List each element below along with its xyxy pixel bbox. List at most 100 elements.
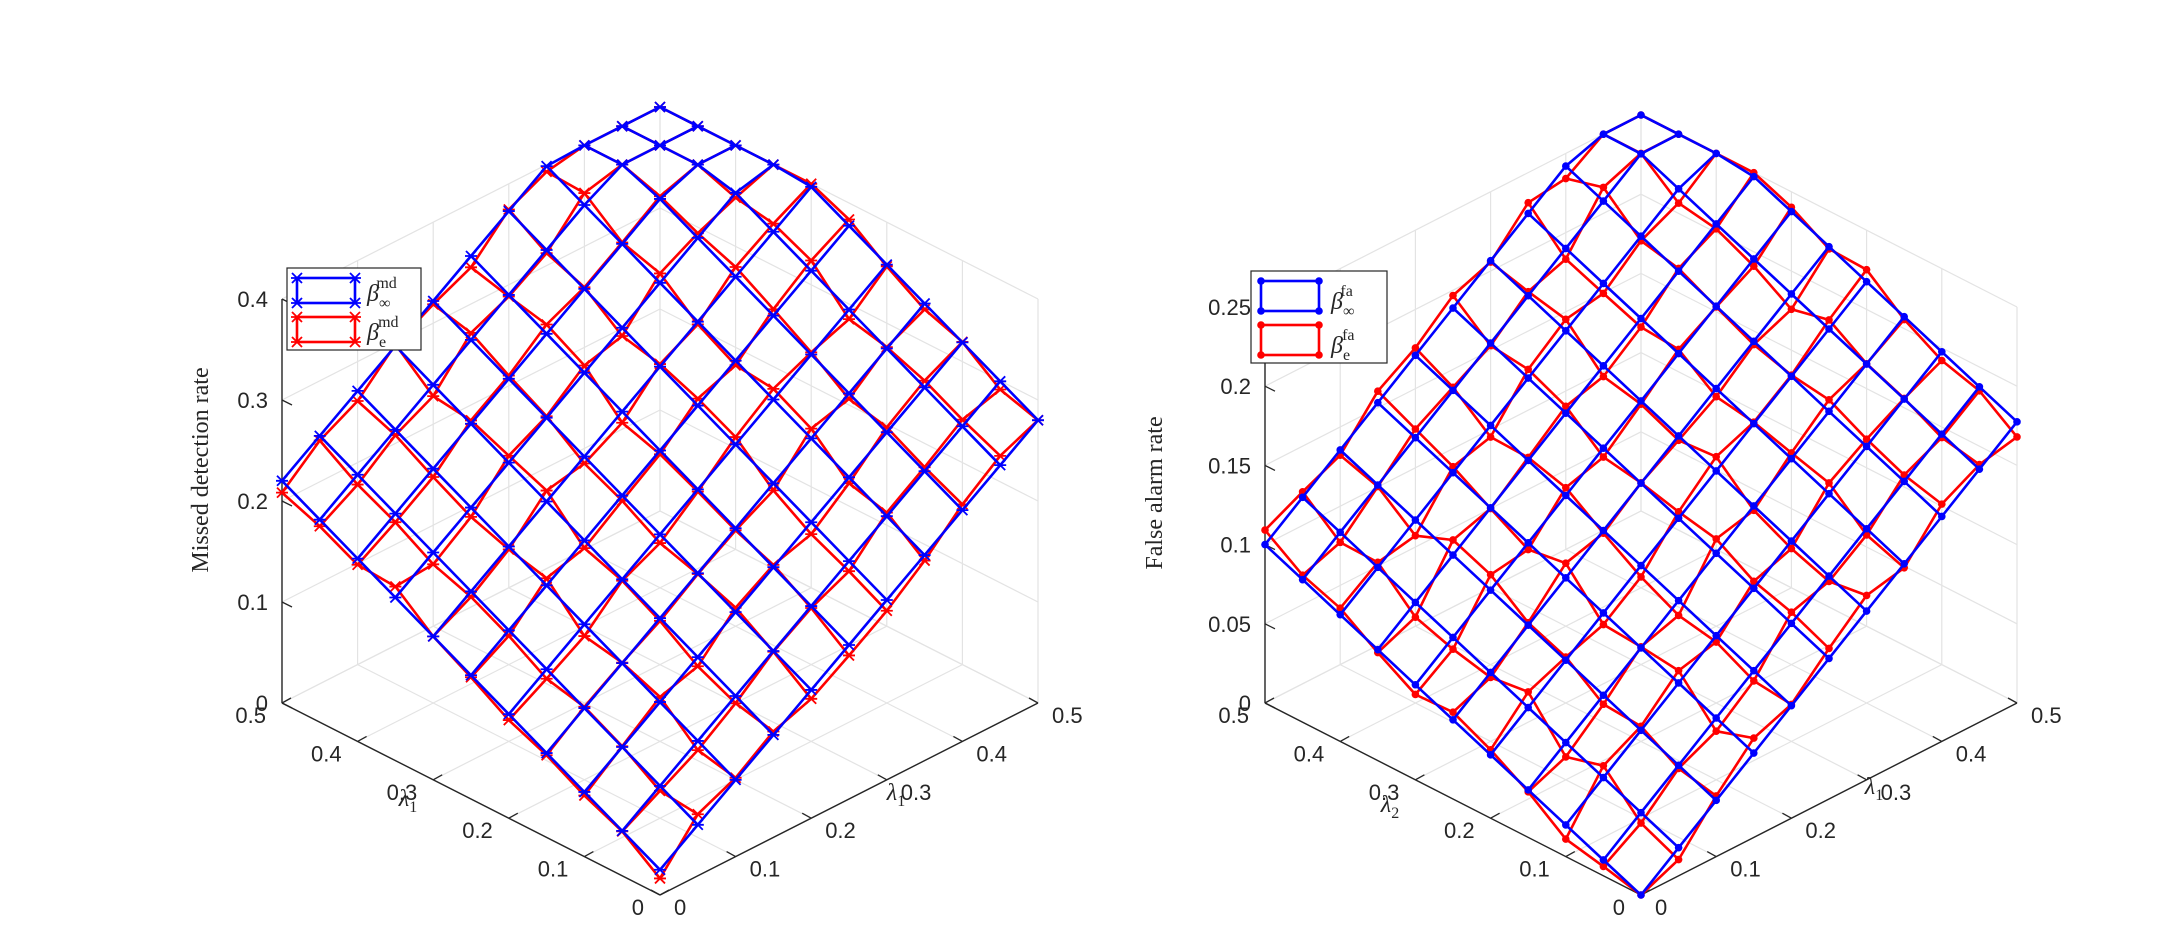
- legend-symbol: β: [1330, 289, 1343, 315]
- legend-marker: [1257, 321, 1265, 329]
- series-0-marker: [1674, 267, 1683, 275]
- series-0-marker: [1599, 526, 1608, 535]
- series-0-marker: [540, 663, 553, 675]
- series-0-marker: [1486, 586, 1495, 594]
- series-0-marker: [1975, 465, 1984, 473]
- series-0-surface: [276, 101, 1044, 876]
- grid-line-z: [281, 510, 1039, 704]
- series-0-marker: [1562, 244, 1570, 253]
- series-1-marker: [1825, 316, 1833, 324]
- series-0-marker: [729, 354, 742, 367]
- x-tick-label: 0.3: [1881, 780, 1912, 805]
- x-tick-mark: [2007, 697, 2018, 704]
- series-0-marker: [578, 534, 591, 547]
- series-0-marker: [1637, 808, 1645, 817]
- series-0-marker: [1750, 255, 1758, 263]
- legend-marker: [349, 272, 361, 284]
- series-0-marker: [1825, 654, 1833, 663]
- series-1-marker: [843, 313, 855, 325]
- series-0-marker: [654, 528, 666, 540]
- series-1-marker: [1787, 305, 1796, 314]
- grid-line-floor: [1339, 548, 1717, 742]
- series-1-marker: [1562, 174, 1570, 183]
- legend-swatch-0: [1259, 279, 1321, 313]
- series-0-marker: [1599, 444, 1608, 452]
- series-0-marker: [1411, 680, 1420, 689]
- series-1-marker: [1674, 611, 1683, 620]
- series-1-marker: [1562, 483, 1570, 492]
- y-tick-label: 0.4: [1294, 741, 1325, 766]
- grid-line-floor: [432, 625, 812, 819]
- grid-line-z: [281, 308, 1039, 502]
- series-0-marker: [1637, 561, 1645, 570]
- series-0-marker: [465, 669, 477, 681]
- series-0-marker: [1674, 679, 1683, 687]
- series-0-marker: [1712, 631, 1720, 640]
- series-0-marker: [1712, 549, 1720, 558]
- series-0-marker: [805, 432, 818, 445]
- axes-grid-1: [1264, 114, 2018, 896]
- series-1-marker: [427, 390, 440, 402]
- series-1-marker: [805, 254, 818, 267]
- x-tick-mark: [1782, 812, 1792, 819]
- series-0-marker: [880, 258, 893, 271]
- series-0-marker: [1562, 409, 1570, 417]
- series-1-marker: [1411, 690, 1420, 699]
- series-0-marker: [1336, 528, 1344, 537]
- x-tick-label: 0.2: [1805, 818, 1836, 843]
- series-0-marker: [389, 591, 402, 604]
- series-0-marker: [767, 645, 780, 657]
- series-0-marker: [805, 181, 818, 193]
- legend-sub: e: [1343, 347, 1350, 364]
- series-1-marker: [1599, 862, 1608, 871]
- series-1-marker: [1411, 531, 1420, 540]
- series-0-marker: [1486, 421, 1495, 430]
- y-tick-label: 0.3: [1369, 780, 1400, 805]
- series-0-marker: [691, 819, 704, 831]
- series-0-marker: [1524, 456, 1532, 465]
- series-0-marker: [843, 220, 855, 232]
- y-tick-mark: [584, 851, 594, 858]
- series-0-marker: [729, 690, 742, 702]
- series-0-marker: [805, 600, 818, 612]
- x-tick-label: 0.4: [976, 741, 1007, 766]
- series-0-marker: [1599, 279, 1608, 288]
- legend-swatch-1: [295, 315, 357, 344]
- y-axis-label-sub: 2: [1391, 805, 1399, 822]
- series-0-marker: [956, 420, 969, 432]
- series-1-marker: [1524, 365, 1532, 374]
- series-0-marker: [1411, 433, 1420, 442]
- series-1-marker: [1411, 425, 1420, 433]
- series-0-marker: [616, 120, 629, 132]
- series-0-marker: [1524, 209, 1532, 218]
- series-0-marker: [1750, 337, 1758, 346]
- series-0-marker: [654, 612, 666, 624]
- series-1-marker: [1562, 402, 1570, 411]
- series-0-marker: [1712, 220, 1720, 228]
- series-1-marker: [843, 565, 855, 577]
- series-0-marker: [1336, 446, 1344, 454]
- series-0-marker: [691, 316, 704, 328]
- series-0-marker: [1524, 786, 1532, 794]
- y-tick-label: 0.4: [311, 741, 342, 766]
- series-1-marker: [805, 528, 818, 540]
- series-0-marker: [1938, 347, 1946, 356]
- x-axis-label-symbol: λ: [1864, 774, 1875, 800]
- series-1-marker: [2013, 433, 2021, 441]
- series-0-marker: [654, 361, 666, 373]
- series-0-marker: [540, 412, 553, 424]
- series-1-marker: [654, 267, 666, 280]
- series-0-marker: [1562, 738, 1570, 747]
- series-0-marker: [1712, 302, 1720, 311]
- series-0-marker: [654, 277, 666, 289]
- series-0-marker: [843, 387, 855, 400]
- legend-marker: [349, 336, 361, 348]
- series-0-marker: [427, 379, 440, 391]
- series-0-marker: [1787, 537, 1796, 545]
- x-axis-label-sub: 1: [897, 793, 905, 810]
- series-0-marker: [1411, 598, 1420, 607]
- x-tick-label: 0.4: [1956, 741, 1987, 766]
